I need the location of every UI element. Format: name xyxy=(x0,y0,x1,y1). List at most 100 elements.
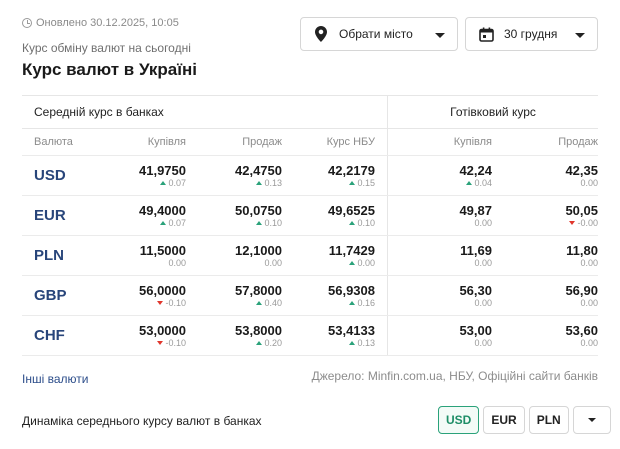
arrow-up-icon xyxy=(349,261,356,265)
rate-change-value: 0.20 xyxy=(264,337,282,348)
updated-timestamp: Оновлено 30.12.2025, 10:05 xyxy=(22,17,179,29)
rate-change-value: 0.00 xyxy=(474,337,492,348)
col-buy: Купівля xyxy=(147,136,186,148)
clock-icon xyxy=(22,18,32,28)
arrow-up-icon xyxy=(256,341,263,345)
arrow-up-icon xyxy=(349,181,356,185)
rate-cash-buy: 11,69 xyxy=(460,242,492,258)
source-text: Джерело: Minfin.com.ua, НБУ, Офіційні са… xyxy=(311,369,598,383)
rate-cash-buy: 42,24 xyxy=(459,162,492,178)
rate-cash-sell: 56,90 xyxy=(565,282,598,298)
rate-change: 0.13 xyxy=(256,178,282,189)
rate-change: 0.10 xyxy=(349,218,375,229)
exchange-rates-table: Середній курс в банках Готівковий курс В… xyxy=(22,95,598,356)
group-banks-label: Середній курс в банках xyxy=(22,96,388,128)
chip-pln[interactable]: PLN xyxy=(528,406,569,434)
currency-code[interactable]: USD xyxy=(34,167,66,184)
chevron-down-icon xyxy=(435,33,445,38)
rate-buy: 41,9750 xyxy=(139,162,186,178)
rate-cash-sell: 53,60 xyxy=(565,322,598,338)
rate-change-value: 0.00 xyxy=(264,257,282,268)
col-sell: Продаж xyxy=(242,136,282,148)
rate-nbu: 11,7429 xyxy=(328,242,375,258)
group-cash-label: Готівковий курс xyxy=(450,105,536,119)
rate-change: 0.20 xyxy=(256,338,282,349)
arrow-up-icon xyxy=(256,301,263,305)
rate-change: 0.00 xyxy=(474,218,492,229)
rate-change: 0.07 xyxy=(160,218,186,229)
arrow-up-icon xyxy=(349,301,356,305)
rate-change-value: 0.10 xyxy=(357,217,375,228)
currency-code[interactable]: PLN xyxy=(34,247,64,264)
col-cash-sell: Продаж xyxy=(558,136,598,148)
rate-change-value: 0.00 xyxy=(580,297,598,308)
rate-change-value: 0.07 xyxy=(168,177,186,188)
rate-change-value: -0.10 xyxy=(165,337,186,348)
rate-sell: 50,0750 xyxy=(235,202,282,218)
rate-change-value: 0.00 xyxy=(357,257,375,268)
rate-change: 0.10 xyxy=(256,218,282,229)
table-row[interactable]: EUR 49,4000 0.07 50,0750 0.10 49,6525 0.10 49,8… xyxy=(22,196,598,236)
rate-cash-sell: 50,05 xyxy=(565,202,598,218)
rate-buy: 49,4000 xyxy=(139,202,186,218)
chip-usd[interactable]: USD xyxy=(438,406,480,434)
rate-cash-sell: 11,80 xyxy=(566,242,598,258)
rate-nbu: 53,4133 xyxy=(328,322,375,338)
rate-change: 0.40 xyxy=(256,298,282,309)
rate-cash-buy: 49,87 xyxy=(459,202,492,218)
arrow-down-icon xyxy=(569,221,576,225)
rate-change-value: 0.40 xyxy=(264,297,282,308)
rate-change: 0.00 xyxy=(474,298,492,309)
rate-cash-buy: 53,00 xyxy=(459,322,492,338)
col-currency: Валюта xyxy=(34,136,73,148)
arrow-up-icon xyxy=(349,221,356,225)
more-currencies-button[interactable] xyxy=(572,406,611,434)
currency-chips: USD EUR PLN xyxy=(438,406,611,434)
currency-code[interactable]: EUR xyxy=(34,207,66,224)
table-body: USD 41,9750 0.07 42,4750 0.13 42,2179 0.15 42,2… xyxy=(22,156,598,356)
date-select[interactable]: 30 грудня xyxy=(465,17,598,51)
rate-change-value: 0.04 xyxy=(474,177,492,188)
rate-change: 0.15 xyxy=(349,178,375,189)
rate-buy: 53,0000 xyxy=(139,322,186,338)
city-select[interactable]: Обрати місто xyxy=(300,17,458,51)
table-group-header: Середній курс в банках Готівковий курс xyxy=(22,95,598,129)
table-row[interactable]: USD 41,9750 0.07 42,4750 0.13 42,2179 0.15 42,2… xyxy=(22,156,598,196)
rate-change-value: 0.00 xyxy=(474,297,492,308)
arrow-up-icon xyxy=(160,181,167,185)
rate-change: 0.16 xyxy=(349,298,375,309)
rate-change: 0.13 xyxy=(349,338,375,349)
rate-change-value: 0.00 xyxy=(474,257,492,268)
col-nbu: Курс НБУ xyxy=(326,136,375,148)
rate-change: 0.00 xyxy=(580,258,598,269)
rate-change: 0.00 xyxy=(349,258,375,269)
rate-change: 0.00 xyxy=(264,258,282,269)
rate-sell: 57,8000 xyxy=(235,282,282,298)
table-row[interactable]: GBP 56,0000 -0.10 57,8000 0.40 56,9308 0.16 56,… xyxy=(22,276,598,316)
rate-change-value: 0.00 xyxy=(580,257,598,268)
rate-change: 0.00 xyxy=(168,258,186,269)
currency-code[interactable]: GBP xyxy=(34,287,67,304)
arrow-up-icon xyxy=(256,221,263,225)
updated-text: Оновлено 30.12.2025, 10:05 xyxy=(36,17,179,29)
rate-change-value: 0.13 xyxy=(357,337,375,348)
currency-code[interactable]: CHF xyxy=(34,327,65,344)
rate-change-value: 0.00 xyxy=(580,337,598,348)
rate-change-value: 0.13 xyxy=(264,177,282,188)
date-select-label: 30 грудня xyxy=(504,27,558,41)
rate-change: 0.07 xyxy=(160,178,186,189)
arrow-up-icon xyxy=(349,341,356,345)
arrow-down-icon xyxy=(157,301,164,305)
rate-sell: 53,8000 xyxy=(235,322,282,338)
table-row[interactable]: CHF 53,0000 -0.10 53,8000 0.20 53,4133 0.13 53,… xyxy=(22,316,598,356)
location-pin-icon xyxy=(313,26,329,42)
chip-eur[interactable]: EUR xyxy=(483,406,525,434)
rate-change-value: 0.00 xyxy=(168,257,186,268)
table-row[interactable]: PLN 11,5000 0.00 12,1000 0.00 11,7429 0.00 11,6… xyxy=(22,236,598,276)
other-currencies-link[interactable]: Інші валюти xyxy=(22,372,89,386)
rate-change: 0.00 xyxy=(580,338,598,349)
table-column-header: Валюта Купівля Продаж Курс НБУ Купівля П… xyxy=(22,129,598,156)
rate-sell: 42,4750 xyxy=(235,162,282,178)
arrow-up-icon xyxy=(160,221,167,225)
rate-change: -0.10 xyxy=(157,338,186,349)
